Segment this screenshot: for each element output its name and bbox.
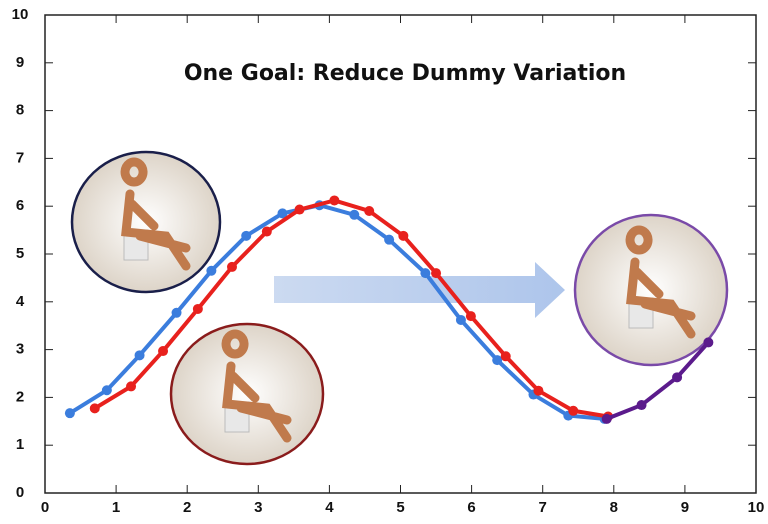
data-point (420, 268, 430, 278)
data-point (568, 406, 578, 416)
data-point (172, 308, 182, 318)
data-point (193, 304, 203, 314)
data-point (295, 205, 305, 215)
x-tick-label: 5 (396, 499, 404, 516)
x-tick-label: 3 (254, 499, 262, 516)
data-point (241, 231, 251, 241)
data-point (492, 355, 502, 365)
data-point (65, 408, 75, 418)
y-tick-label: 10 (12, 6, 29, 23)
data-point (637, 400, 647, 410)
y-tick-label: 7 (16, 149, 24, 166)
data-point (456, 315, 466, 325)
data-point (206, 266, 216, 276)
data-point (384, 235, 394, 245)
data-point (102, 385, 112, 395)
chart: 0 1 2 3 4 5 6 7 8 9 10 0 1 2 3 4 5 6 7 8 9 10 One Goal: Reduce… (0, 0, 768, 519)
data-point (126, 381, 136, 391)
page: {"chart_data": {"type": "line", "title":… (0, 0, 768, 519)
x-tick-label: 8 (610, 499, 618, 516)
x-tick-label: 2 (183, 499, 191, 516)
y-tick-label: 6 (16, 197, 24, 214)
y-tick-label: 4 (16, 293, 25, 310)
data-point (135, 350, 145, 360)
x-tick-label: 7 (539, 499, 547, 516)
data-point (501, 351, 511, 361)
data-point (158, 346, 168, 356)
x-tick-label: 9 (681, 499, 689, 516)
y-tick-label: 3 (16, 341, 24, 358)
x-tick-label: 6 (467, 499, 475, 516)
data-point (431, 268, 441, 278)
y-tick-label: 8 (16, 102, 24, 119)
y-tick-label: 1 (16, 436, 24, 453)
y-tick-label: 0 (16, 484, 24, 501)
x-tick-label: 4 (325, 499, 334, 516)
data-point (262, 227, 272, 237)
data-point (227, 262, 237, 272)
x-tick-label: 1 (112, 499, 120, 516)
x-tick-label: 0 (41, 499, 49, 516)
data-point (90, 403, 100, 413)
data-point (602, 414, 612, 424)
data-point (703, 337, 713, 347)
y-tick-label: 9 (16, 54, 24, 71)
decorations (72, 152, 727, 464)
data-point (672, 372, 682, 382)
data-point (398, 231, 408, 241)
y-tick-label: 5 (16, 245, 24, 262)
x-tick-label: 10 (748, 499, 765, 516)
data-point (329, 195, 339, 205)
data-point (533, 386, 543, 396)
data-point (466, 311, 476, 321)
data-point (349, 210, 359, 220)
chart-title: One Goal: Reduce Dummy Variation (184, 61, 626, 86)
y-tick-label: 2 (16, 388, 24, 405)
data-point (364, 206, 374, 216)
